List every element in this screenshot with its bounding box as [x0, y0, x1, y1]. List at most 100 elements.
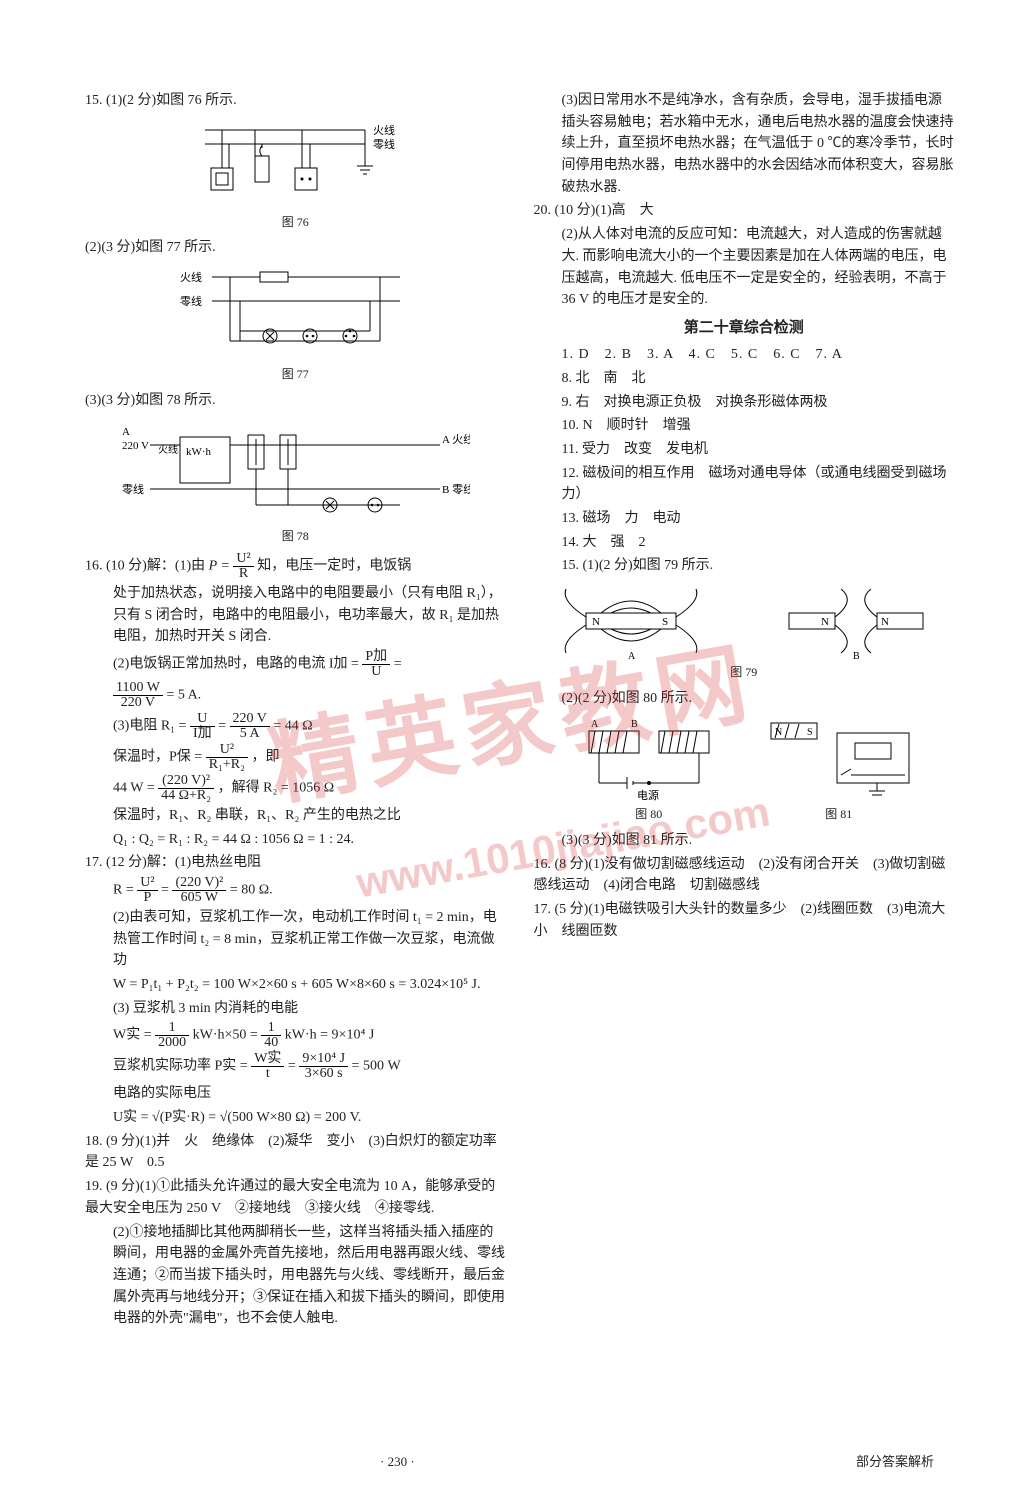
q16-l1: 处于加热状态，说明接入电路中的电阻要最小（只有电阻 R₁），只有 S 闭合时，电…	[85, 583, 506, 648]
t: R =	[113, 883, 134, 898]
t: =	[218, 719, 226, 734]
ch20-a14: 14. 大 强 2	[534, 532, 955, 554]
q16-l7: Q₁ : Q₂ = R₁ : R₂ = 44 Ω : 1056 Ω = 1 : …	[85, 829, 506, 851]
f: 2000	[155, 1036, 189, 1050]
svg-text:N: N	[592, 616, 600, 628]
f: U²	[233, 552, 253, 567]
label-live: 火线	[373, 123, 395, 137]
q16-l4: 保温时，P保 = U²R₁+R₂ ，即	[85, 743, 506, 772]
svg-text:火线: 火线	[180, 270, 202, 284]
t: (3)电阻 R₁ =	[113, 719, 186, 734]
ch20-a10: 10. N 顺时针 增强	[534, 415, 955, 437]
circuit-77-icon: 火线 零线	[170, 263, 420, 363]
svg-text:B: B	[853, 651, 860, 661]
fig-79-caption: 图 79	[534, 663, 955, 682]
q16-l2: (2)电饭锅正常加热时，电路的电流 I加 = P加U =	[85, 650, 506, 679]
t: = 5 A.	[166, 688, 201, 703]
t: =	[394, 657, 402, 672]
f: (220 V)²	[158, 774, 214, 789]
fig-80-caption: 图 80	[569, 805, 729, 824]
svg-text:220 V: 220 V	[122, 440, 149, 452]
t: = 500 W	[352, 1059, 401, 1074]
f: 5 A	[230, 727, 270, 741]
circuit-76-icon: 火线 零线	[185, 116, 405, 211]
svg-text:A 火线: A 火线	[442, 432, 470, 446]
q17-l3: W = P₁t₁ + P₂t₂ = 100 W×2×60 s + 605 W×8…	[85, 974, 506, 996]
q20-2: (2)从人体对电流的反应可知：电流越大，对人造成的伤害就越大. 而影响电流大小的…	[534, 224, 955, 311]
svg-text:零线: 零线	[180, 294, 202, 308]
f: 1100 W	[113, 681, 163, 696]
q17-l2: (2)由表可知，豆浆机工作一次，电动机工作时间 t₁ = 2 min，电热管工作…	[85, 907, 506, 972]
svg-text:电源: 电源	[637, 788, 659, 802]
fig-78-caption: 图 78	[85, 527, 506, 546]
f: 1	[155, 1021, 189, 1036]
q16-l6: 保温时，R₁、R₂ 串联，R₁、R₂ 产生的电热之比	[85, 805, 506, 827]
figure-78: A 220 V 火线 零线 kW·h	[85, 415, 506, 546]
page: 精英家教网 www.1010jiajiao.com 15. (1)(2 分)如图…	[0, 0, 1024, 1512]
magnet-field-icon: N S A	[556, 581, 706, 661]
t: W实 =	[113, 1028, 152, 1043]
t: =	[288, 1059, 296, 1074]
ch20-a13: 13. 磁场 力 电动	[534, 508, 955, 530]
q17-head: 17. (12 分)解：(1)电热丝电阻	[85, 852, 506, 874]
two-columns: 15. (1)(2 分)如图 76 所示. 火线 零线	[85, 90, 954, 1400]
f: W实	[251, 1052, 284, 1067]
t: ，即	[252, 750, 280, 765]
svg-text:B 零线: B 零线	[442, 482, 470, 496]
q19-1: 19. (9 分)(1)①此插头允许通过的最大安全电流为 10 A，能够承受的最…	[85, 1176, 506, 1219]
f: 3×60 s	[299, 1067, 348, 1081]
ch20-a15-1: 15. (1)(2 分)如图 79 所示.	[534, 555, 955, 577]
svg-text:kW·h: kW·h	[186, 446, 212, 458]
f: U	[190, 712, 215, 727]
q18: 18. (9 分)(1)并 火 绝缘体 (2)凝华 变小 (3)白炽灯的额定功率…	[85, 1131, 506, 1174]
q16-head: 16. (10 分)解：(1)由 P = U²R 知，电压一定时，电饭锅	[85, 552, 506, 581]
ch20-a15-3: (3)(3 分)如图 81 所示.	[534, 830, 955, 852]
f: t	[251, 1067, 284, 1081]
figure-76: 火线 零线 图 76	[85, 116, 506, 232]
q17-l6: 豆浆机实际功率 P实 = W实t = 9×10⁴ J3×60 s = 500 W	[85, 1052, 506, 1081]
figure-77: 火线 零线	[85, 263, 506, 384]
f: (220 V)²	[172, 876, 226, 891]
q17-l4: (3) 豆浆机 3 min 内消耗的电能	[85, 998, 506, 1020]
q17-l8: U实 = √(P实·R) = √(500 W×80 Ω) = 200 V.	[85, 1107, 506, 1129]
svg-text:S: S	[807, 727, 813, 738]
circuit-78-icon: A 220 V 火线 零线 kW·h	[120, 415, 470, 525]
t: kW·h×50 =	[193, 1028, 258, 1043]
f: I加	[190, 727, 215, 741]
f: 40	[261, 1036, 281, 1050]
t: 保温时，P保 =	[113, 750, 202, 765]
t: 豆浆机实际功率 P实 =	[113, 1059, 248, 1074]
page-number: · 230 ·	[380, 1452, 415, 1472]
ch20-a11: 11. 受力 改变 发电机	[534, 439, 955, 461]
circuit-81-icon: N S	[759, 713, 919, 803]
label-neutral: 零线	[373, 137, 395, 151]
t: (2)电饭锅正常加热时，电路的电流 I加 =	[113, 657, 359, 672]
magnet-field-2-icon: N N B	[781, 581, 931, 661]
q16-head-a: 16. (10 分)解：(1)由	[85, 559, 209, 574]
f: P加	[362, 650, 390, 665]
svg-text:B: B	[631, 719, 638, 730]
t: 44 W =	[113, 781, 155, 796]
svg-text:N: N	[821, 616, 829, 628]
svg-text:A: A	[591, 719, 599, 730]
f: 220 V	[113, 696, 163, 710]
f: 44 Ω+R₂	[158, 789, 214, 803]
q15-3: (3)(3 分)如图 78 所示.	[85, 390, 506, 412]
svg-text:A: A	[122, 426, 130, 438]
footer-label: 部分答案解析	[856, 1452, 934, 1472]
q17-f1: R = U²P = (220 V)²605 W = 80 Ω.	[85, 876, 506, 905]
f: R	[233, 567, 253, 581]
ch20-a12: 12. 磁极间的相互作用 磁场对通电导体（或通电线圈受到磁场力）	[534, 463, 955, 506]
q16-l5: 44 W = (220 V)²44 Ω+R₂ ，解得 R₂ = 1056 Ω	[85, 774, 506, 803]
t: = 44 Ω	[273, 719, 312, 734]
q17-l5: W实 = 12000 kW·h×50 = 140 kW·h = 9×10⁴ J	[85, 1021, 506, 1050]
fig-76-caption: 图 76	[85, 213, 506, 232]
q16-head-b: 知，电压一定时，电饭锅	[257, 559, 411, 574]
ch20-a16: 16. (8 分)(1)没有做切割磁感线运动 (2)没有闭合开关 (3)做切割磁…	[534, 854, 955, 897]
svg-text:零线: 零线	[122, 482, 144, 496]
fig-81-caption: 图 81	[759, 805, 919, 824]
f: P	[137, 891, 157, 905]
f: 605 W	[172, 891, 226, 905]
ch20-a8: 8. 北 南 北	[534, 368, 955, 390]
solenoid-icon: A B	[569, 713, 729, 803]
